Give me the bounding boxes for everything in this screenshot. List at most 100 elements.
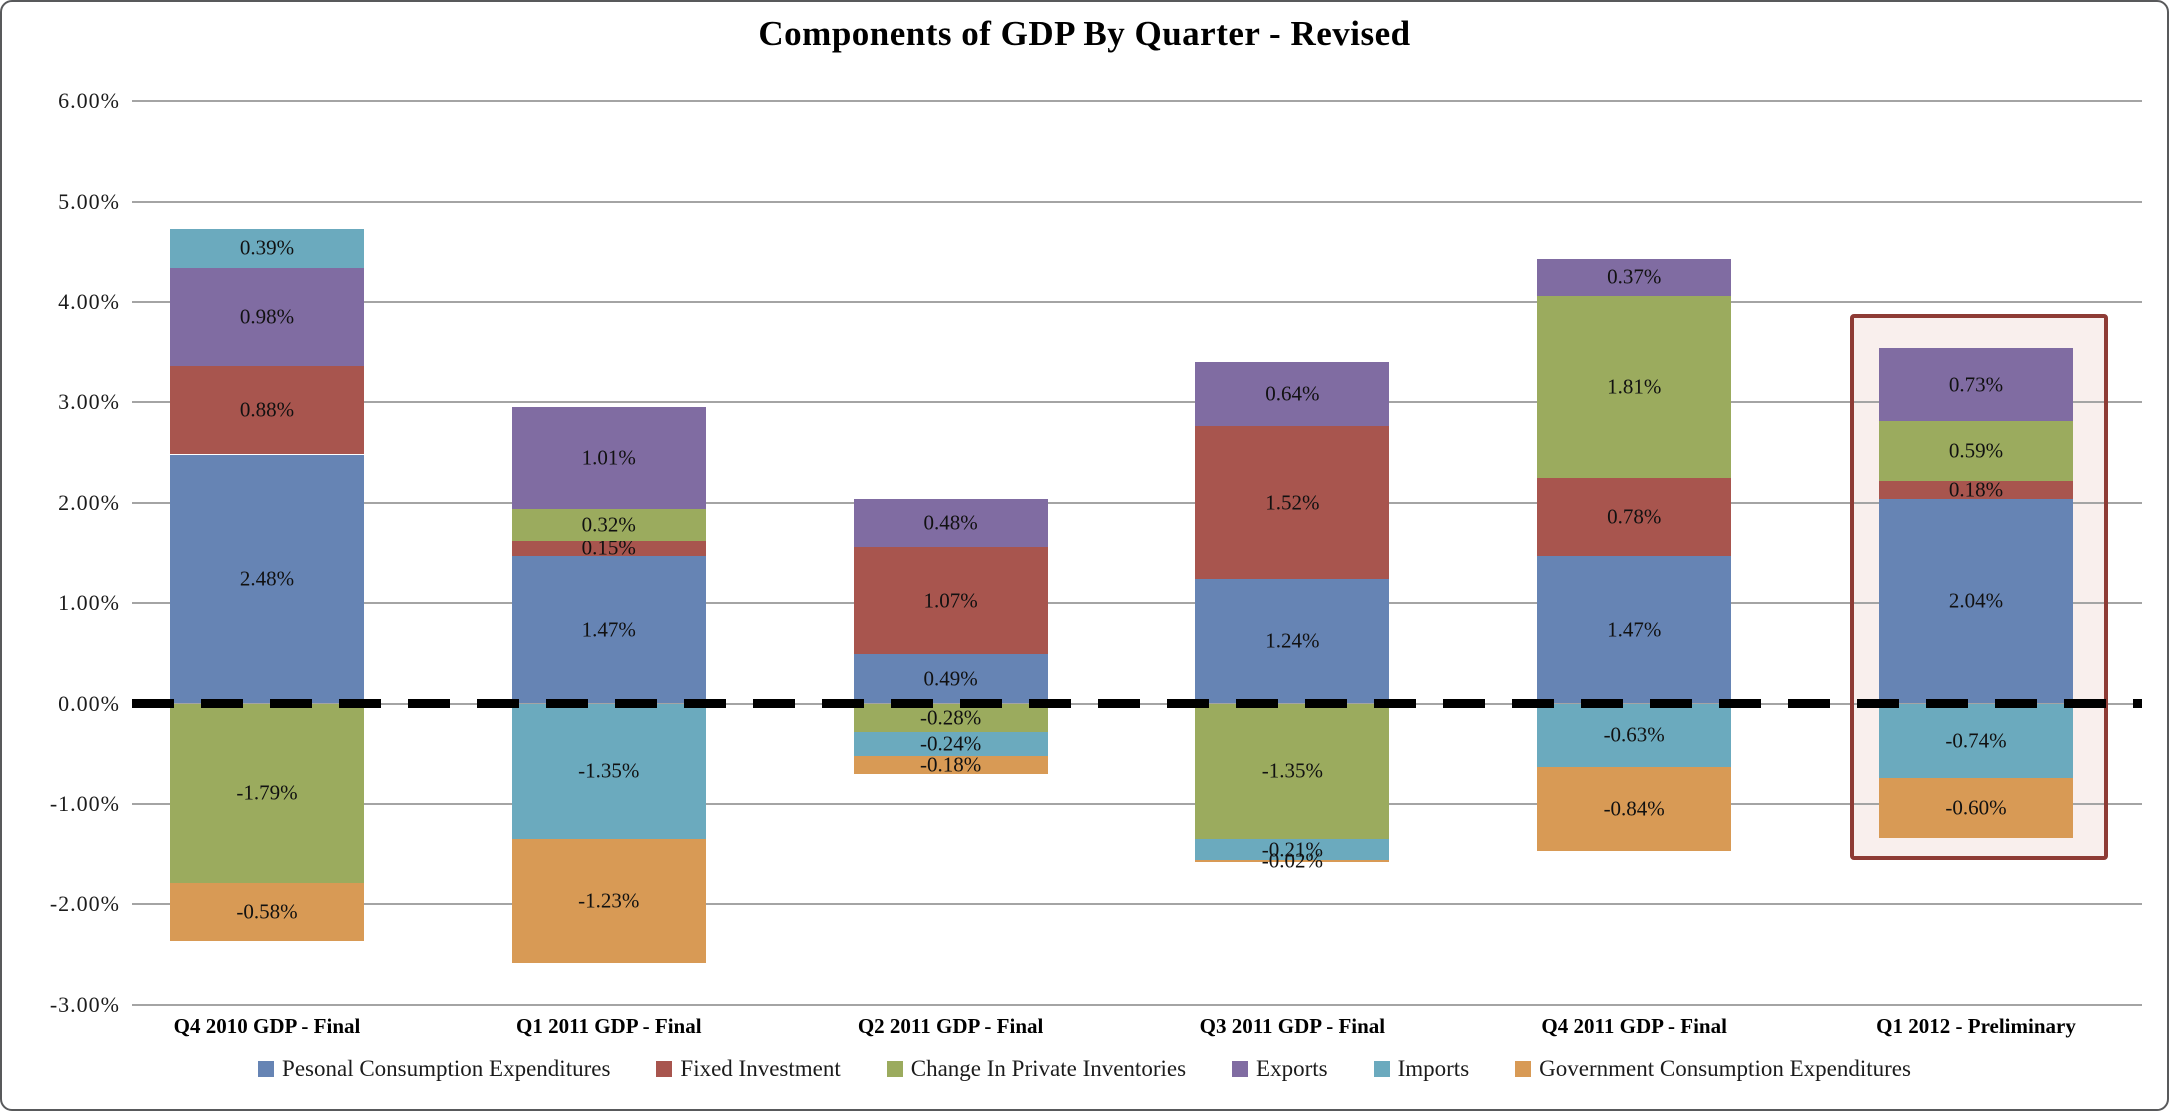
gridline <box>132 100 2142 103</box>
bar-segment <box>1195 839 1390 861</box>
bar-segment <box>511 555 706 704</box>
gridline <box>132 200 2142 203</box>
legend-item: Imports <box>1373 1056 1470 1082</box>
bar-segment <box>853 498 1048 547</box>
bar-segment-label: 1.24% <box>1265 628 1320 653</box>
x-axis-category-label: Q1 2012 - Preliminary <box>1876 1014 2076 1038</box>
bar-segment-label: -1.35% <box>1261 758 1324 783</box>
bar-segment <box>1879 348 2073 422</box>
bar-segment <box>1879 421 2073 481</box>
bar-segment-label: 1.01% <box>581 445 636 470</box>
bar-segment-label: -0.60% <box>1945 795 2007 820</box>
chart-title: Components of GDP By Quarter - Revised <box>758 14 1411 53</box>
bar-segment-label: 0.39% <box>239 235 295 260</box>
bar-segment <box>511 540 706 556</box>
x-axis-category-label: Q4 2010 GDP - Final <box>173 1014 361 1038</box>
legend-color-swatch <box>258 1061 275 1077</box>
bar-segment <box>1195 860 1390 863</box>
bar-segment <box>1879 498 2073 704</box>
legend-color-swatch <box>886 1061 903 1077</box>
bar-segment-label: -0.28% <box>919 705 982 730</box>
y-axis-tick-label: 5.00% <box>58 188 120 214</box>
bar-segment-label: 0.78% <box>1607 504 1662 529</box>
legend-item: Change In Private Inventories <box>886 1056 1187 1082</box>
bar-segment <box>170 228 364 268</box>
gridline <box>132 300 2142 303</box>
gridline <box>132 602 2142 605</box>
bar-segment <box>1537 555 1732 704</box>
bar-segment <box>1537 703 1732 767</box>
bar-segment <box>1195 703 1390 840</box>
gridline <box>132 1003 2142 1006</box>
bar-segment <box>853 755 1048 774</box>
y-axis-tick-label: 6.00% <box>58 88 120 114</box>
bar-segment-label: 0.18% <box>1948 477 2004 502</box>
y-axis-tick-label: -1.00% <box>49 790 120 816</box>
bar-segment-label: -0.58% <box>236 899 298 924</box>
y-axis-tick-label: 4.00% <box>58 288 120 314</box>
bar-segment <box>1879 480 2073 499</box>
bar-segment <box>511 703 706 840</box>
bar-segment <box>1537 766 1732 852</box>
bar-segment-label: 0.64% <box>1265 381 1320 406</box>
gridline <box>132 903 2142 906</box>
bar-segment-label: 1.07% <box>923 588 978 613</box>
gridline <box>132 501 2142 504</box>
bar-segment-label: -0.84% <box>1603 796 1665 821</box>
legend-item-label: Fixed Investment <box>680 1056 841 1081</box>
bar-segment-label: -1.79% <box>236 780 298 805</box>
bar-segment <box>1195 579 1390 704</box>
y-axis-tick-label: 2.00% <box>58 489 120 515</box>
legend-color-swatch <box>1515 1061 1532 1077</box>
bar-segment <box>853 654 1048 704</box>
bar-segment-label: 0.88% <box>239 397 295 422</box>
bar-segment <box>853 703 1048 732</box>
legend-color-swatch <box>1373 1061 1390 1077</box>
bar-segment <box>853 731 1048 756</box>
legend: Pesonal Consumption Expenditures Fixed In… <box>2 1056 2167 1082</box>
bar-segment <box>170 454 364 704</box>
bar-segment-label: -0.18% <box>919 752 982 777</box>
legend-color-swatch <box>656 1061 673 1077</box>
bar-segment-label: 2.04% <box>1948 588 2004 613</box>
bar-segment <box>1195 426 1390 579</box>
highlight-box-border <box>1850 314 2108 860</box>
y-axis-tick-label: 3.00% <box>58 389 120 415</box>
bar-segment <box>1537 295 1732 478</box>
bar-segment-label: 0.48% <box>923 510 978 535</box>
zero-baseline-dashed-line <box>132 699 2142 708</box>
bar-segment-label: -1.23% <box>578 888 640 913</box>
y-axis-tick-label: 1.00% <box>58 590 120 616</box>
bar-segment-label: 0.73% <box>1948 372 2004 397</box>
y-axis-tick-label: 0.00% <box>58 690 120 716</box>
bar-segment <box>511 839 706 963</box>
legend-item-label: Government Consumption Expenditures <box>1539 1056 1911 1081</box>
bar-segment-label: -0.02% <box>1261 848 1324 873</box>
x-axis-category-label: Q3 2011 GDP - Final <box>1199 1014 1386 1038</box>
bar-segment-label: -0.21% <box>1261 837 1324 862</box>
x-axis-category-label: Q1 2011 GDP - Final <box>516 1014 702 1038</box>
bar-segment-label: 1.52% <box>1265 490 1320 515</box>
bar-segment-label: 1.47% <box>581 617 636 642</box>
gridline <box>132 401 2142 404</box>
bar-segment-label: 1.47% <box>1607 617 1662 642</box>
bar-segment-label: -1.35% <box>578 758 640 783</box>
y-axis-tick-label: -3.00% <box>49 991 120 1017</box>
bar-segment <box>853 546 1048 655</box>
bar-segment <box>170 366 364 455</box>
bar-segment-label: -0.63% <box>1603 722 1665 747</box>
bar-segment-label: 1.81% <box>1607 374 1662 399</box>
bar-segment <box>1537 477 1732 556</box>
legend-item-label: Exports <box>1256 1056 1328 1081</box>
bar-segment-label: -0.74% <box>1945 728 2007 753</box>
bar-segment <box>1879 703 2073 778</box>
bar-segment <box>511 407 706 509</box>
bar-segment-label: 0.49% <box>923 666 978 691</box>
legend-item-label: Imports <box>1397 1056 1470 1081</box>
legend-color-swatch <box>1232 1061 1249 1077</box>
legend-item-label: Change In Private Inventories <box>910 1056 1187 1081</box>
bar-segment-label: 0.59% <box>1948 438 2004 463</box>
bar-segment <box>170 883 364 942</box>
x-axis-category-label: Q4 2011 GDP - Final <box>1541 1014 1727 1038</box>
bar-segment-label: 2.48% <box>239 566 295 591</box>
